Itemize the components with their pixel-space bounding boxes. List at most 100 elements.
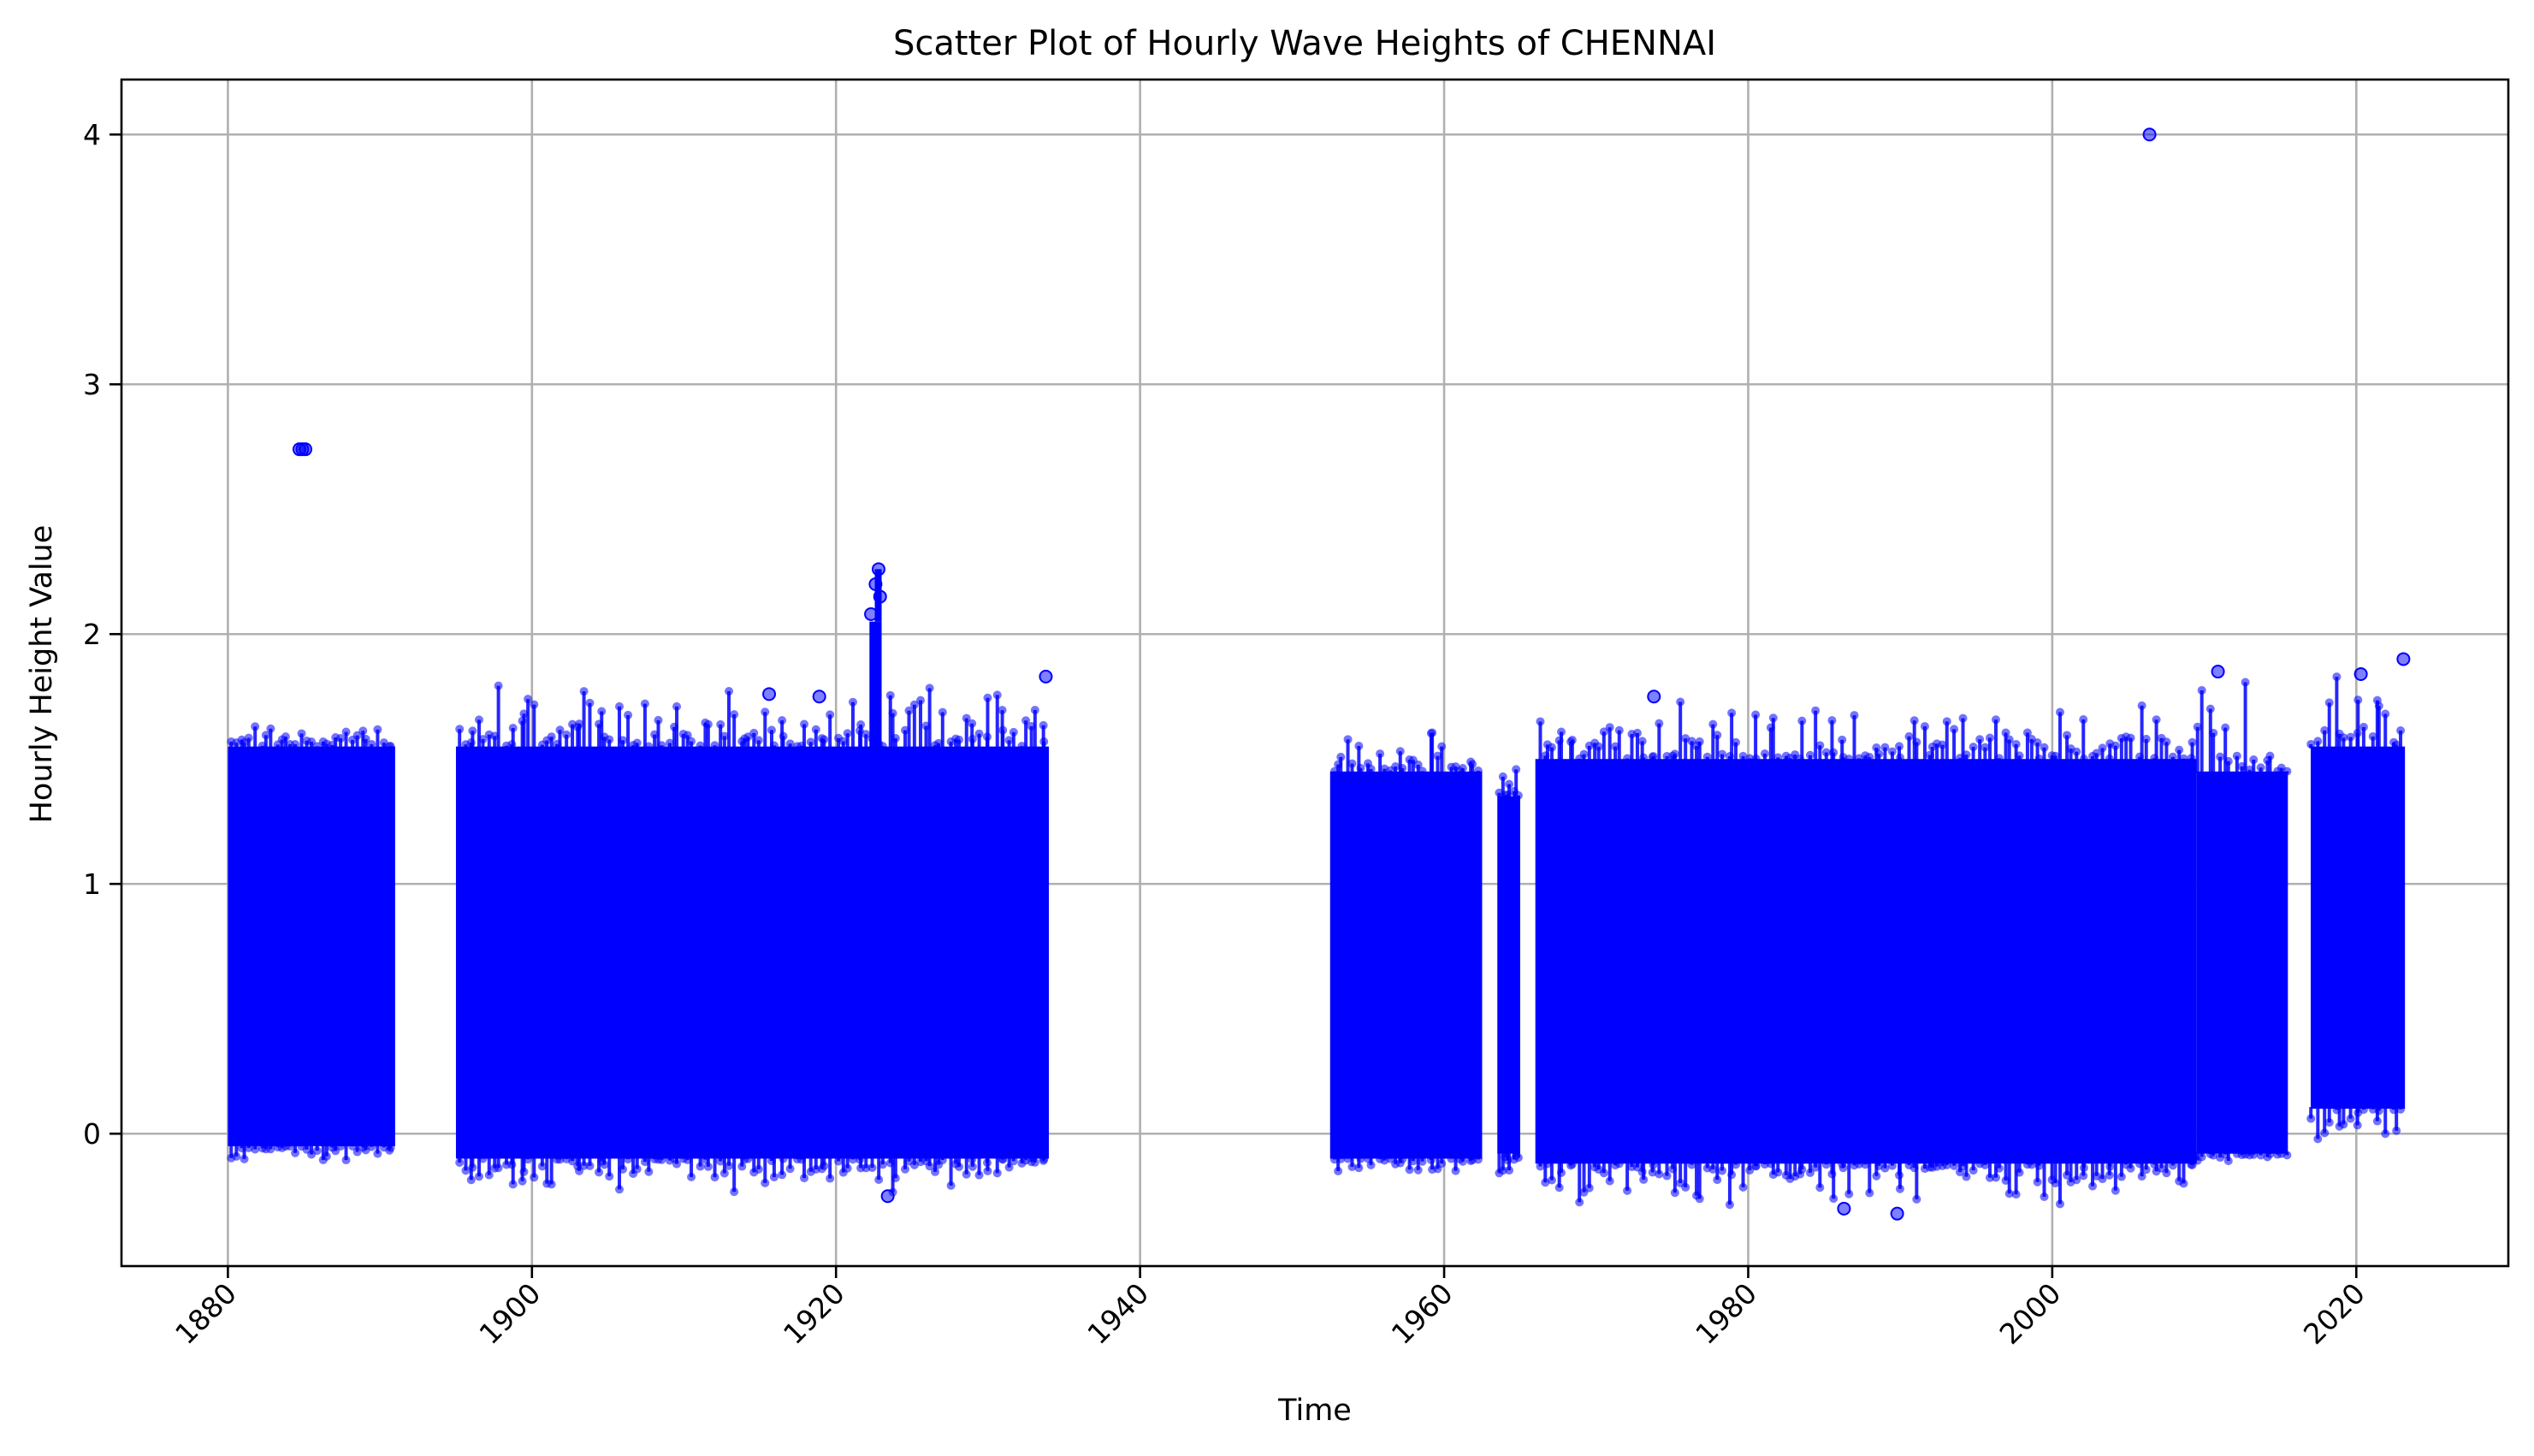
data-point [2306, 739, 2316, 749]
data-point [1347, 1163, 1357, 1172]
data-point [2168, 1161, 2177, 1170]
data-point [367, 1142, 376, 1151]
data-point [1821, 748, 1831, 757]
data-point [1554, 1183, 1564, 1193]
data-point [1731, 1160, 1740, 1169]
data-point [1599, 727, 1608, 737]
data-point [1647, 690, 1661, 704]
data-point [615, 1185, 625, 1194]
data-point [624, 1155, 633, 1164]
data-point [322, 1151, 331, 1161]
data-point [530, 1173, 539, 1182]
data-point [2339, 1120, 2348, 1129]
data-point [1356, 1154, 1365, 1163]
data-block [874, 569, 882, 622]
plot-frame [120, 78, 2510, 1268]
data-point [1437, 742, 1447, 751]
data-point [1009, 727, 1018, 737]
data-point [1773, 753, 1783, 762]
data-point [2313, 1134, 2323, 1144]
data-point [1655, 719, 1664, 728]
data-point [1614, 1159, 1624, 1169]
data-point [1865, 1188, 1874, 1198]
data-point [1880, 743, 1890, 752]
data-point [716, 719, 725, 729]
data-point [386, 742, 395, 751]
data-point [1895, 753, 1904, 762]
data-point [769, 741, 779, 750]
data-point [867, 1163, 877, 1172]
data-point [1887, 747, 1897, 756]
data-point [2072, 1175, 2081, 1185]
data-point [2197, 685, 2206, 695]
data-point [1021, 716, 1031, 725]
data-point [2353, 1121, 2362, 1130]
data-point [1498, 1166, 1507, 1175]
data-point [1398, 763, 1407, 772]
data-point [1567, 736, 1577, 745]
data-point [2111, 1186, 2120, 1195]
data-point [297, 729, 306, 738]
data-block [2310, 746, 2406, 1110]
data-point [1827, 716, 1837, 725]
data-point [1920, 722, 1929, 731]
data-block [1497, 796, 1520, 1154]
data-point [1980, 743, 1990, 752]
data-point [2034, 754, 2044, 763]
data-point [1433, 751, 1442, 761]
data-point [1354, 1163, 1364, 1173]
data-point [2142, 127, 2157, 142]
data-point [1039, 737, 1049, 746]
data-point [373, 725, 382, 734]
data-point [1687, 1160, 1696, 1169]
data-point [2353, 695, 2363, 705]
data-point [361, 734, 370, 743]
data-point [644, 1167, 654, 1176]
data-point [1815, 741, 1825, 750]
data-point [291, 739, 300, 749]
data-point [312, 742, 322, 751]
data-point [1437, 1159, 1447, 1169]
data-point [1874, 749, 1884, 759]
data-point [341, 1156, 351, 1165]
data-point [1670, 749, 1679, 759]
data-point [2179, 1179, 2188, 1188]
data-point [1909, 716, 1919, 725]
data-point [1039, 669, 1053, 684]
data-point [2209, 728, 2218, 737]
data-point [2105, 1170, 2114, 1180]
data-point [2098, 743, 2107, 753]
data-point [737, 1162, 747, 1171]
data-point [730, 710, 739, 719]
data-point [725, 1161, 734, 1170]
data-point [367, 739, 376, 749]
data-point [1334, 1166, 1343, 1175]
data-point [1962, 1172, 1971, 1181]
data-point [2306, 1114, 2316, 1123]
data-point [1447, 1154, 1456, 1163]
data-point [1751, 710, 1761, 719]
data-point [2111, 741, 2120, 750]
data-point [2359, 722, 2368, 731]
data-point [2152, 715, 2161, 725]
data-point [466, 1175, 476, 1185]
y-tick-label: 2 [83, 618, 101, 651]
data-point [820, 735, 829, 744]
data-point [1670, 1188, 1679, 1198]
data-point [2346, 732, 2355, 742]
data-point [1639, 1175, 1649, 1184]
data-point [1708, 1164, 1718, 1174]
data-point [843, 729, 852, 738]
data-point [1009, 1157, 1018, 1166]
data-point [2137, 1172, 2146, 1181]
data-point [600, 1160, 609, 1169]
data-point [826, 1174, 835, 1183]
data-point [1760, 749, 1769, 758]
data-point [266, 724, 275, 733]
data-point [1391, 762, 1400, 772]
data-point [983, 693, 992, 702]
data-point [579, 687, 589, 696]
data-point [1985, 1173, 1994, 1182]
data-point [2353, 666, 2368, 681]
